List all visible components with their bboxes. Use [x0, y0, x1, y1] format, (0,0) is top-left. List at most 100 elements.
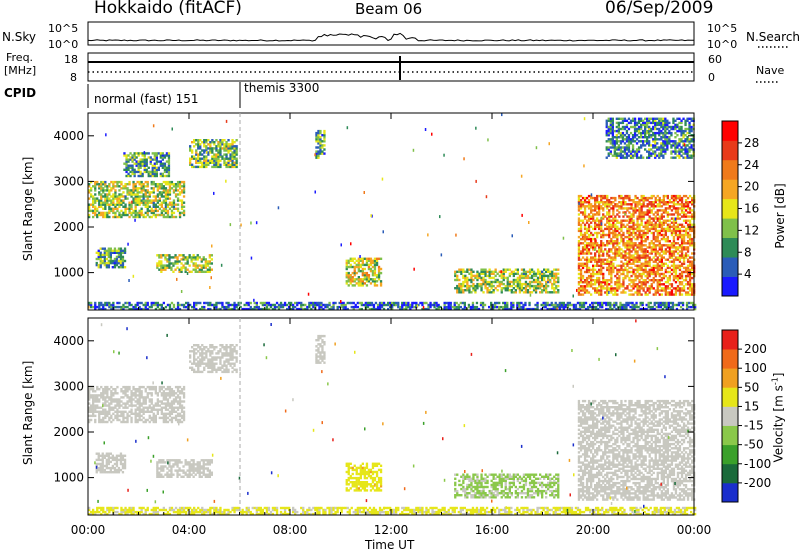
heatmap-cell [585, 246, 589, 249]
heatmap-cell [536, 280, 540, 284]
heatmap-cell [494, 280, 497, 284]
heatmap-cell [502, 270, 505, 273]
heatmap-cell [591, 307, 594, 311]
heatmap-cell [365, 259, 369, 262]
heatmap-cell [581, 250, 585, 253]
heatmap-cell [666, 131, 669, 135]
heatmap-cell [101, 255, 104, 259]
heatmap-cell [613, 144, 616, 147]
heatmap-cell [167, 170, 171, 174]
heatmap-cell [112, 303, 115, 307]
heatmap-cell [614, 248, 617, 251]
heatmap-cell [162, 185, 165, 188]
heatmap-cell [626, 235, 629, 239]
heatmap-cell [630, 213, 633, 216]
heatmap-cell [553, 268, 556, 271]
heatmap-cell [114, 193, 117, 196]
heatmap-cell [594, 287, 597, 290]
heatmap-cell [628, 260, 631, 263]
heatmap-cell [566, 303, 569, 307]
heatmap-cell [132, 189, 135, 192]
heatmap-cell [672, 262, 676, 265]
heatmap-cell [648, 125, 651, 129]
heatmap-cell [116, 301, 119, 305]
heatmap-cell [648, 129, 651, 133]
heatmap-cell [648, 221, 651, 224]
heatmap-cell [345, 276, 348, 279]
heatmap-cell [526, 289, 530, 292]
heatmap-cell [279, 305, 283, 309]
heatmap-cell [585, 227, 589, 231]
heatmap-cell [634, 223, 637, 226]
heatmap-cell [476, 274, 479, 278]
heatmap-cell [344, 307, 347, 311]
heatmap-cell [524, 284, 528, 288]
heatmap-cell [676, 276, 680, 280]
heatmap-cell [590, 244, 593, 247]
heatmap-cell [112, 209, 115, 213]
heatmap-cell [688, 235, 692, 239]
heatmap-cell [121, 266, 125, 269]
heatmap-cell [600, 291, 603, 294]
heatmap-cell [481, 301, 485, 305]
heatmap-cell [654, 201, 657, 204]
heatmap-cell [678, 254, 682, 257]
heatmap-cell [618, 246, 621, 249]
heatmap-cell [597, 303, 600, 307]
heatmap-cell [460, 284, 463, 288]
heatmap-cell [680, 256, 684, 259]
heatmap-cell [648, 227, 651, 231]
heatmap-cell [219, 165, 222, 169]
heatmap-cell [674, 125, 677, 129]
heatmap-cell [104, 215, 107, 219]
heatmap-cell [610, 248, 613, 251]
heatmap-cell [316, 301, 319, 305]
heatmap-cell [684, 227, 688, 231]
heatmap-cell [583, 285, 587, 288]
heatmap-cell [349, 274, 352, 277]
heatmap-cell [99, 263, 102, 267]
heatmap-cell [143, 166, 146, 169]
heatmap-cell [658, 258, 661, 261]
heatmap-cell [112, 197, 115, 200]
heatmap-cell [140, 201, 143, 204]
heatmap-cell [652, 248, 655, 251]
heatmap-cell [562, 303, 565, 307]
heatmap-cell [141, 152, 144, 155]
heatmap-cell [204, 266, 207, 269]
heatmap-cell [658, 260, 661, 263]
heatmap-cell [630, 281, 633, 284]
heatmap-cell [666, 146, 669, 149]
heatmap-cell [134, 203, 137, 206]
heatmap-cell [652, 225, 655, 228]
heatmap-cell [129, 166, 132, 169]
heatmap-cell [678, 144, 681, 147]
heatmap-cell [139, 164, 142, 167]
heatmap-cell [660, 148, 663, 151]
heatmap-cell [654, 150, 657, 153]
heatmap-cell [587, 207, 591, 210]
heatmap-cell [594, 231, 597, 235]
heatmap-cell [668, 223, 671, 226]
heatmap-cell [109, 251, 112, 254]
heatmap-cell [439, 305, 442, 309]
heatmap-cell [233, 151, 236, 154]
heatmap-cell [644, 285, 647, 288]
heatmap-cell [682, 287, 686, 290]
heatmap-cell [353, 267, 356, 271]
heatmap-cell [317, 154, 320, 157]
heatmap-cell [635, 134, 639, 137]
heatmap-cell [227, 145, 230, 148]
heatmap-cell [680, 250, 684, 253]
heatmap-cell [604, 203, 607, 206]
heatmap-cell [506, 284, 509, 288]
heatmap-cell [456, 276, 459, 280]
heatmap-cell [382, 303, 386, 307]
heatmap-cell [124, 197, 127, 200]
heatmap-cell [129, 156, 132, 159]
heatmap-cell [652, 205, 655, 208]
heatmap-cell [596, 262, 599, 265]
heatmap-cell [600, 233, 603, 237]
heatmap-cell [556, 305, 559, 309]
heatmap-cell [213, 153, 216, 156]
